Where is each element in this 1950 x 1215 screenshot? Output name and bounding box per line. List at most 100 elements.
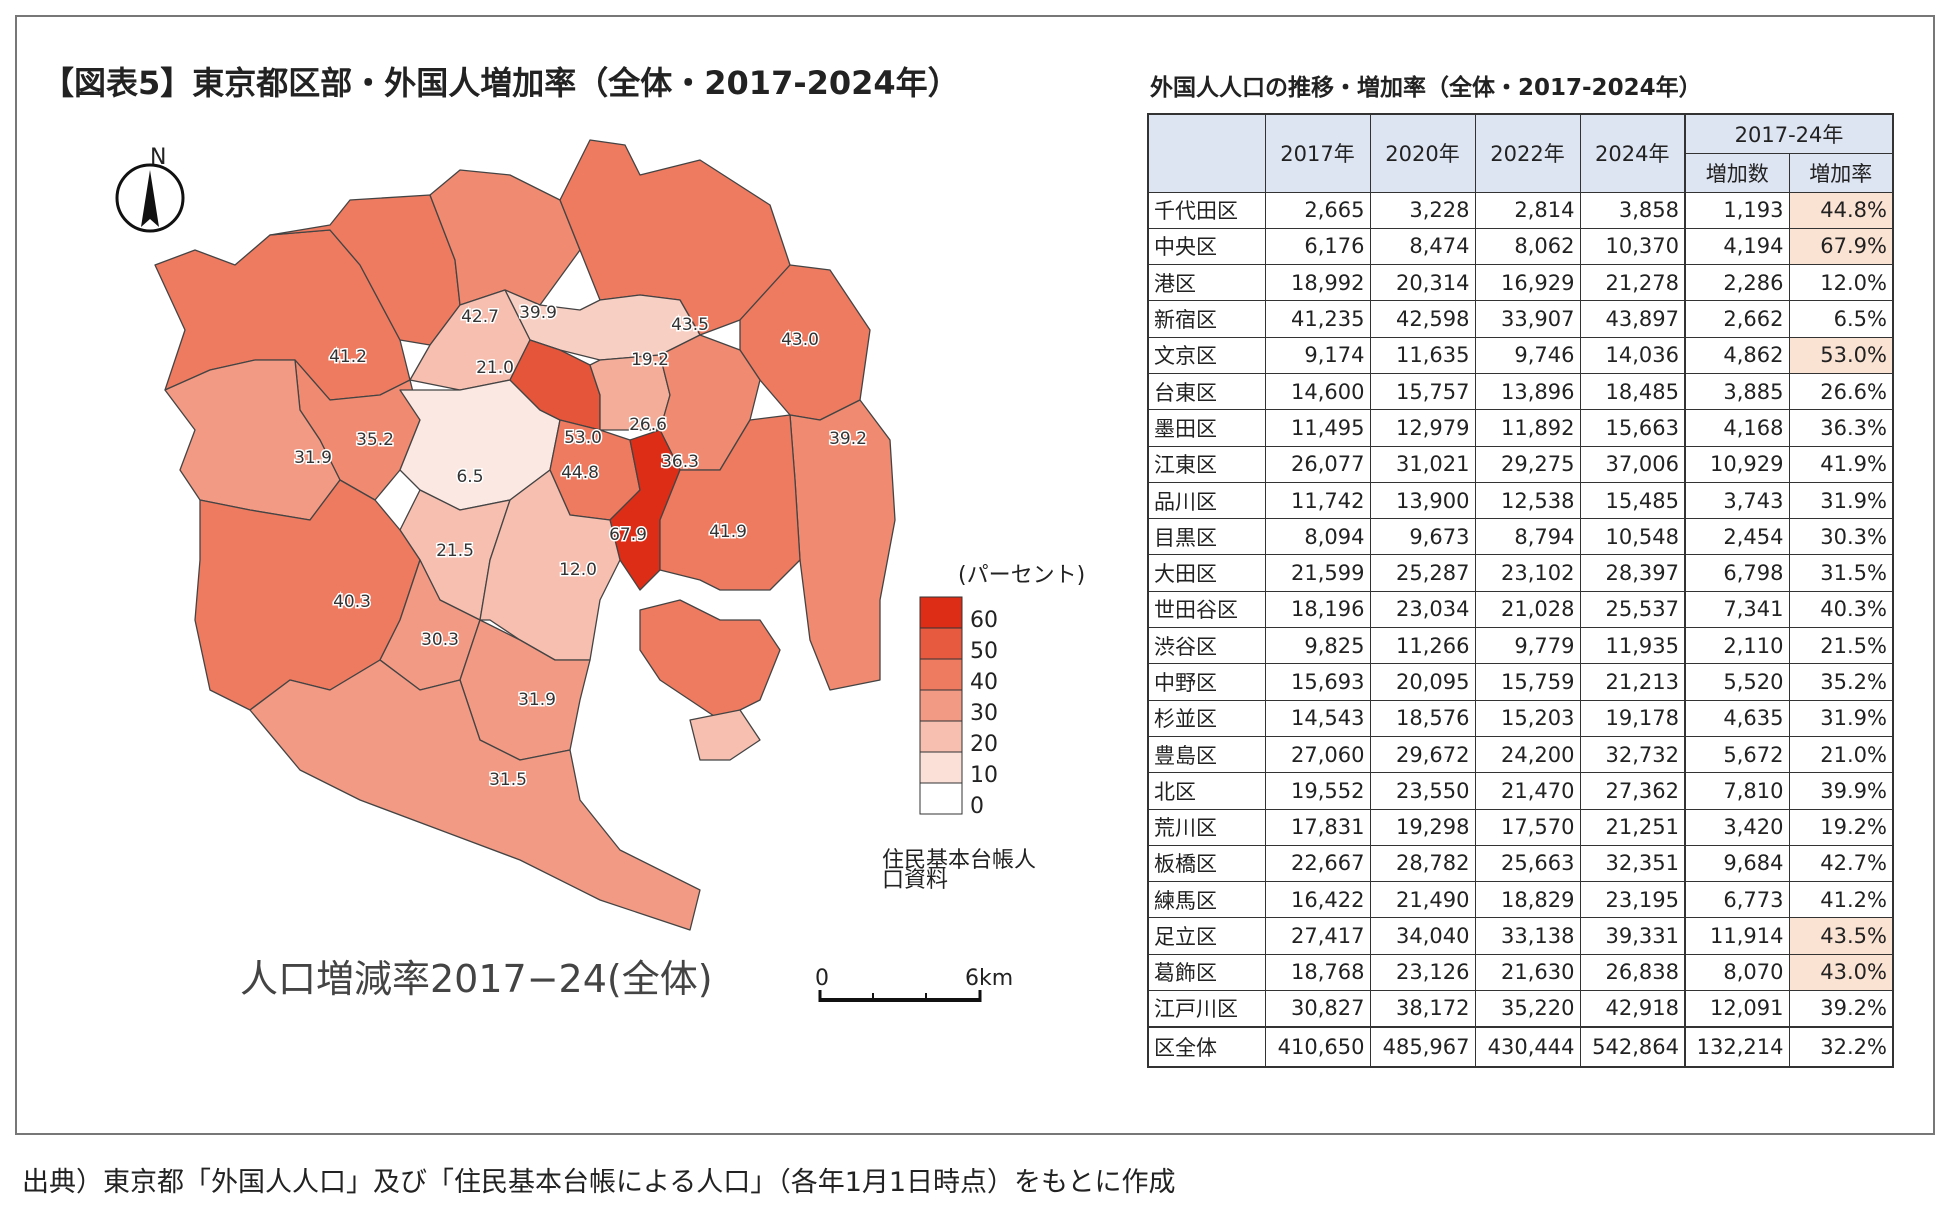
label-chiyoda: 44.8	[561, 463, 599, 483]
cell-ward: 港区	[1147, 264, 1266, 302]
table-row: 北区 19,552 23,550 21,470 27,362 7,810 39.9%	[1147, 772, 1894, 810]
legend-tick: 40	[970, 670, 998, 695]
cell-y2020: 12,979	[1369, 409, 1476, 447]
legend-tick: 30	[970, 701, 998, 726]
label-suginami: 31.9	[294, 448, 332, 468]
cell-y2017: 15,693	[1264, 663, 1371, 701]
cell-y2024: 37,006	[1579, 445, 1686, 483]
cell-increase: 5,520	[1684, 663, 1790, 701]
cell-rate: 35.2%	[1788, 663, 1894, 701]
cell-increase: 7,810	[1684, 772, 1790, 810]
cell-increase: 9,684	[1684, 844, 1790, 883]
cell-increase: 2,110	[1684, 627, 1790, 665]
table-row: 目黒区 8,094 9,673 8,794 10,548 2,454 30.3%	[1147, 518, 1894, 556]
source-note: 出典）東京都「外国人人口」及び「住民基本台帳による人口」（各年1月1日時点）をも…	[22, 1167, 1176, 1198]
label-adachi: 43.5	[671, 315, 709, 335]
label-itabashi: 42.7	[461, 307, 499, 327]
north-arrow-icon: N	[115, 145, 185, 233]
cell-y2020: 485,967	[1369, 1025, 1476, 1068]
cell-y2022: 23,102	[1474, 554, 1581, 592]
cell-y2024: 21,251	[1579, 808, 1686, 846]
cell-y2022: 33,907	[1474, 300, 1581, 338]
map-title: 【図表5】東京都区部・外国人増加率（全体・2017-2024年）	[42, 64, 960, 102]
cell-y2024: 10,370	[1579, 227, 1686, 266]
label-toshima: 21.0	[476, 358, 514, 378]
cell-y2020: 20,314	[1369, 264, 1476, 302]
cell-y2020: 3,228	[1369, 191, 1476, 229]
table-total-row: 区全体 410,650 485,967 430,444 542,864 132,214 32…	[1147, 1025, 1894, 1068]
cell-y2020: 38,172	[1369, 990, 1476, 1028]
cell-ward: 江東区	[1147, 445, 1266, 483]
label-kita: 39.9	[519, 303, 557, 323]
landfill-islands	[639, 599, 781, 721]
cell-ward: 中央区	[1147, 227, 1266, 266]
label-katsushika: 43.0	[781, 330, 819, 350]
cell-rate: 19.2%	[1788, 808, 1894, 846]
cell-ward: 世田谷区	[1147, 590, 1266, 629]
cell-y2022: 21,028	[1474, 590, 1581, 629]
table-row: 港区 18,992 20,314 16,929 21,278 2,286 12.0%	[1147, 264, 1894, 302]
cell-y2024: 14,036	[1579, 336, 1686, 374]
cell-y2017: 11,742	[1264, 481, 1371, 520]
cell-rate: 39.9%	[1788, 772, 1894, 810]
table-row: 世田谷区 18,196 23,034 21,028 25,537 7,341 40.3%	[1147, 590, 1894, 629]
cell-y2017: 30,827	[1264, 990, 1371, 1028]
cell-y2020: 11,635	[1369, 336, 1476, 374]
cell-y2024: 25,537	[1579, 590, 1686, 629]
label-edogawa: 39.2	[829, 429, 867, 449]
cell-y2017: 27,417	[1264, 917, 1371, 955]
cell-y2024: 23,195	[1579, 881, 1686, 919]
label-meguro: 30.3	[421, 630, 459, 650]
table-row: 文京区 9,174 11,635 9,746 14,036 4,862 53.0%	[1147, 336, 1894, 374]
cell-y2017: 410,650	[1264, 1025, 1371, 1068]
cell-y2017: 18,992	[1264, 264, 1371, 302]
table-row: 新宿区 41,235 42,598 33,907 43,897 2,662 6.5%	[1147, 300, 1894, 338]
label-shinjuku: 6.5	[456, 467, 483, 487]
legend-tick: 20	[970, 732, 998, 757]
cell-y2022: 33,138	[1474, 917, 1581, 955]
cell-y2024: 32,351	[1579, 844, 1686, 883]
header-2020: 2020年	[1369, 113, 1476, 193]
header-2017: 2017年	[1264, 113, 1371, 193]
cell-y2022: 9,746	[1474, 336, 1581, 374]
cell-y2022: 16,929	[1474, 264, 1581, 302]
cell-y2020: 15,757	[1369, 372, 1476, 411]
cell-y2024: 27,362	[1579, 772, 1686, 810]
scale-bar: 0 6km	[815, 966, 1013, 1002]
table-row: 墨田区 11,495 12,979 11,892 15,663 4,168 36.3%	[1147, 409, 1894, 447]
table-row: 千代田区 2,665 3,228 2,814 3,858 1,193 44.8%	[1147, 191, 1894, 229]
cell-ward: 練馬区	[1147, 881, 1266, 919]
cell-y2020: 9,673	[1369, 518, 1476, 556]
cell-y2020: 8,474	[1369, 227, 1476, 266]
cell-increase: 3,420	[1684, 808, 1790, 846]
legend-title: (パーセント)	[958, 563, 1085, 588]
legend-tick: 10	[970, 763, 998, 788]
north-label: N	[150, 145, 166, 170]
cell-ward: 千代田区	[1147, 191, 1266, 229]
cell-y2020: 34,040	[1369, 917, 1476, 955]
legend-note-line2: 口資料	[882, 868, 948, 893]
cell-increase: 2,454	[1684, 518, 1790, 556]
legend-tick: 0	[970, 794, 984, 819]
cell-y2024: 15,485	[1579, 481, 1686, 520]
table-title: 外国人人口の推移・増加率（全体・2017-2024年）	[1150, 75, 1702, 101]
label-taito: 26.6	[629, 415, 667, 435]
legend-swatch	[919, 720, 963, 753]
label-ota: 31.5	[489, 770, 527, 790]
scale-start: 0	[815, 966, 829, 991]
table-row: 品川区 11,742 13,900 12,538 15,485 3,743 31.9%	[1147, 481, 1894, 520]
legend-swatch	[919, 596, 963, 629]
cell-y2020: 31,021	[1369, 445, 1476, 483]
cell-y2020: 29,672	[1369, 735, 1476, 774]
cell-increase: 2,662	[1684, 300, 1790, 338]
cell-increase: 10,929	[1684, 445, 1790, 483]
table-row: 板橋区 22,667 28,782 25,663 32,351 9,684 42.7%	[1147, 844, 1894, 883]
cell-y2022: 15,759	[1474, 663, 1581, 701]
cell-increase: 11,914	[1684, 917, 1790, 955]
population-table: 2017年 2020年 2022年 2024年 2017-24年 増加数 増加率…	[1147, 113, 1894, 1068]
label-chuo: 67.9	[609, 525, 647, 545]
cell-y2020: 11,266	[1369, 627, 1476, 665]
cell-ward: 目黒区	[1147, 518, 1266, 556]
cell-y2017: 9,825	[1264, 627, 1371, 665]
cell-ward: 豊島区	[1147, 735, 1266, 774]
